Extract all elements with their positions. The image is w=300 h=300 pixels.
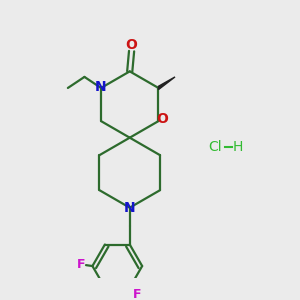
Text: H: H (232, 140, 243, 154)
Text: F: F (77, 258, 86, 271)
Text: Cl: Cl (208, 140, 222, 154)
Text: F: F (133, 288, 141, 300)
Polygon shape (158, 77, 175, 90)
Text: O: O (156, 112, 168, 126)
Text: N: N (94, 80, 106, 94)
Text: O: O (126, 38, 137, 52)
Text: N: N (124, 201, 136, 215)
